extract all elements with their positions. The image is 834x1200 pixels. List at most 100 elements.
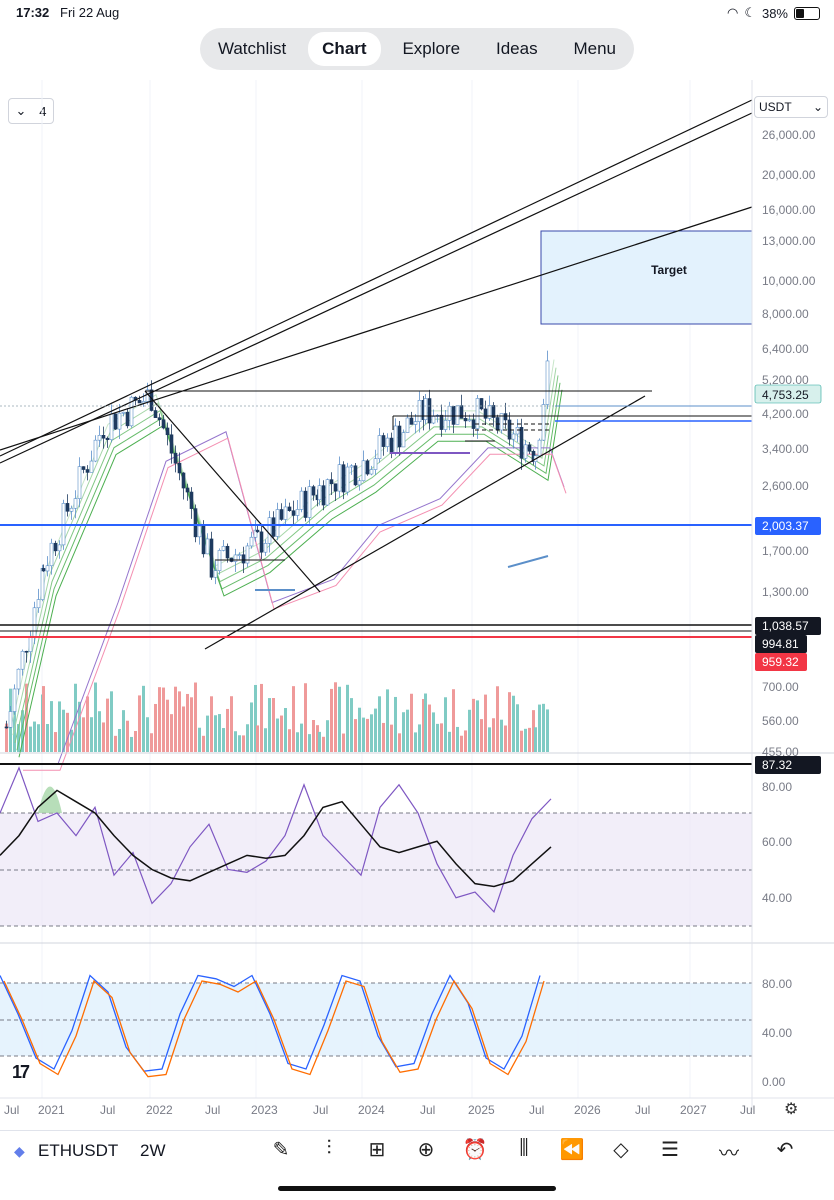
candle-body <box>181 472 186 489</box>
volume-bar <box>226 708 229 752</box>
pencil-icon[interactable]: ✎ <box>272 1139 290 1161</box>
candle-body <box>545 360 550 405</box>
volume-bar <box>246 724 249 752</box>
volume-bar <box>186 693 189 752</box>
symbol-label[interactable]: ETHUSDT <box>38 1141 119 1160</box>
volume-bar <box>386 689 389 752</box>
candle-body <box>249 536 254 547</box>
rsi-tick: 80.00 <box>762 780 792 794</box>
volume-bar <box>460 735 463 752</box>
volume-bar <box>238 735 241 752</box>
volume-bar <box>448 731 451 752</box>
trendlines <box>0 99 753 650</box>
price-chart[interactable]: Target 26,000.00 <box>0 80 834 1130</box>
candle-body <box>157 417 162 421</box>
volume-bar <box>330 688 333 752</box>
volume-bar <box>102 722 105 752</box>
candle-body <box>405 417 410 433</box>
volume-bar <box>476 700 479 752</box>
price-tick: 2,600.00 <box>762 479 809 493</box>
candle-body <box>417 400 422 422</box>
currency-select[interactable]: USDT ⌄ <box>754 96 828 118</box>
gear-icon[interactable]: ⚙ <box>784 1101 799 1118</box>
replay-icon[interactable]: ⏪ <box>559 1139 585 1161</box>
grid-icon[interactable]: ⊞ <box>368 1139 386 1161</box>
nav-watchlist[interactable]: Watchlist <box>217 39 287 58</box>
nav-chart[interactable]: Chart <box>308 32 381 66</box>
candle-body <box>439 414 444 430</box>
collapse-button[interactable]: ⌄ 4 <box>8 98 54 124</box>
candle-body <box>41 568 46 572</box>
volume-bar <box>480 719 483 752</box>
volume-bar <box>138 695 141 752</box>
candle-body <box>361 460 366 482</box>
volume-bar <box>464 730 467 752</box>
ribbon-line <box>14 375 559 744</box>
nav-ideas[interactable]: Ideas <box>495 39 538 58</box>
volume-bar <box>334 682 337 752</box>
alarm-icon[interactable]: ⏰ <box>462 1139 488 1161</box>
candle-body <box>177 462 182 474</box>
settings-sliders-icon[interactable]: ☰ <box>661 1139 679 1161</box>
candle-body <box>279 509 284 520</box>
volume-bar <box>106 698 109 752</box>
add-icon[interactable]: ⊕ <box>417 1139 435 1161</box>
price-tick: 8,000.00 <box>762 307 809 321</box>
candle-body <box>245 545 250 564</box>
volume-bar <box>122 710 125 752</box>
volume-bar <box>37 724 40 752</box>
price-axis[interactable]: 26,000.00 20,000.00 16,000.00 13,000.00 … <box>762 128 816 759</box>
volume-bar <box>316 725 319 752</box>
candle-body <box>369 469 374 475</box>
nav-explore[interactable]: Explore <box>402 39 461 58</box>
candle-body <box>53 542 58 552</box>
volume-bar <box>234 731 237 752</box>
candle-body <box>125 411 130 427</box>
volume-bar <box>350 698 353 752</box>
volume-bar <box>528 727 531 752</box>
level-badge-1038 <box>755 617 821 635</box>
volume-bar <box>538 704 541 752</box>
volume-bar <box>218 714 221 752</box>
volume-bar <box>318 731 321 752</box>
candle-body <box>317 485 322 501</box>
interval-count: 4 <box>39 103 47 119</box>
volume-bar <box>362 717 365 752</box>
volume-bar <box>402 712 405 752</box>
candle-body <box>77 466 82 499</box>
volume-bar <box>166 699 169 752</box>
candle-body <box>451 405 456 425</box>
volume-bar <box>5 723 8 752</box>
time-axis[interactable]: Jul 2021 Jul 2022 Jul 2023 Jul 2024 Jul … <box>4 1103 755 1117</box>
indicators-icon[interactable]: ⫶ <box>326 1137 332 1159</box>
volume-bar <box>308 734 311 752</box>
candle-body <box>185 487 190 493</box>
undo-icon[interactable]: ↶ <box>776 1139 794 1161</box>
volume-bar <box>414 732 417 752</box>
volume-bar <box>98 711 101 752</box>
stoch-tick: 40.00 <box>762 1026 792 1040</box>
volume-bar <box>370 714 373 752</box>
price-tick: 26,000.00 <box>762 128 816 142</box>
candle-body <box>271 517 276 537</box>
status-bar: 17:32 Fri 22 Aug ◠ ☾ 38% <box>0 0 834 26</box>
volume-bar <box>17 724 20 752</box>
battery-percent: 38% <box>761 5 788 21</box>
volume-bar <box>94 682 97 752</box>
compare-icon[interactable]: 〰 <box>719 1143 739 1165</box>
stoch-tick: 0.00 <box>762 1075 786 1089</box>
candle-body <box>205 538 210 555</box>
volume-bar <box>126 720 129 752</box>
candles-icon[interactable]: ⫼ <box>519 1137 529 1159</box>
volume-bar <box>264 728 267 752</box>
volume-bar <box>280 715 283 752</box>
price-tick: 3,400.00 <box>762 442 809 456</box>
volume-bar <box>546 709 549 752</box>
candle-body <box>113 413 118 430</box>
volume-bar <box>428 704 431 752</box>
timeframe-label[interactable]: 2W <box>140 1141 166 1160</box>
nav-menu[interactable]: Menu <box>573 39 616 58</box>
volume-bar <box>222 728 225 752</box>
candle-body <box>173 452 178 464</box>
layers-icon[interactable]: ◇ <box>613 1139 629 1161</box>
